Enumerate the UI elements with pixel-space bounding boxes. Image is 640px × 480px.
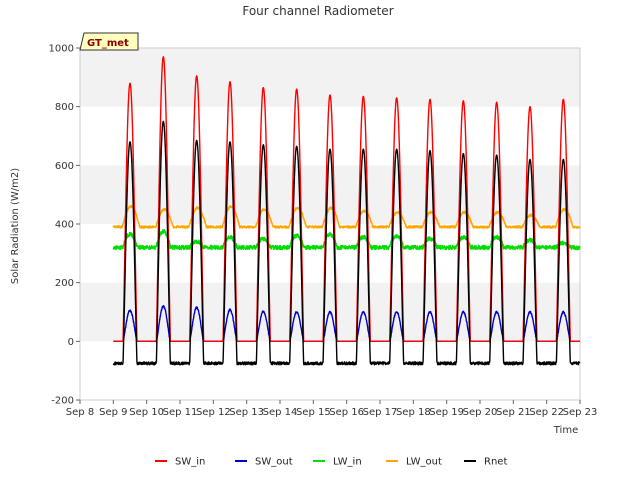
legend: SW_in SW_out LW_in LW_out Rnet	[155, 457, 507, 468]
y-axis-label: Solar Radiation (W/m2)	[10, 168, 21, 284]
y-tick-label: -200	[51, 396, 74, 407]
y-tick-label: 800	[55, 102, 74, 113]
x-tick-label: Sep 22	[529, 407, 564, 418]
x-tick-label: Sep 15	[296, 407, 331, 418]
legend-label-lw-in: LW_in	[333, 457, 362, 468]
x-tick-label: Sep 12	[196, 407, 231, 418]
x-tick-label: Sep 11	[163, 407, 198, 418]
x-tick-label: Sep 14	[263, 407, 298, 418]
series-line-lw-out	[112, 205, 581, 229]
x-tick-label: Sep 8	[66, 407, 94, 418]
x-tick-label: Sep 20	[463, 407, 498, 418]
chart-title: Four channel Radiometer	[242, 4, 393, 18]
legend-label-rnet: Rnet	[484, 457, 507, 468]
y-tick-label: 1000	[49, 44, 74, 55]
x-tick-label: Sep 19	[429, 407, 464, 418]
legend-label-lw-out: LW_out	[406, 457, 442, 468]
x-tick-label: Sep 10	[129, 407, 164, 418]
y-tick-label: 600	[55, 161, 74, 172]
x-axis-label: Time	[553, 425, 578, 436]
x-tick-label: Sep 17	[363, 407, 398, 418]
y-axis-ticks: -200 0 200 400 600 800 1000	[49, 44, 80, 407]
series-line-rnet	[112, 120, 581, 366]
series-line-sw-in	[112, 56, 581, 343]
x-tick-label: Sep 18	[396, 407, 431, 418]
site-label-box: GT_met	[79, 32, 139, 51]
y-tick-label: 400	[55, 220, 74, 231]
series-layer	[112, 56, 581, 366]
x-tick-label: Sep 21	[496, 407, 531, 418]
x-tick-label: Sep 16	[329, 407, 364, 418]
legend-label-sw-out: SW_out	[255, 457, 293, 468]
x-tick-label: Sep 13	[229, 407, 264, 418]
grid-band	[80, 106, 580, 166]
grid-band	[80, 165, 580, 224]
y-tick-label: 0	[68, 337, 74, 348]
legend-label-sw-in: SW_in	[175, 457, 205, 468]
site-label: GT_met	[87, 38, 129, 49]
x-tick-label: Sep 9	[99, 407, 127, 418]
grid-band	[80, 341, 580, 400]
x-tick-label: Sep 23	[563, 407, 598, 418]
y-tick-label: 200	[55, 278, 74, 289]
